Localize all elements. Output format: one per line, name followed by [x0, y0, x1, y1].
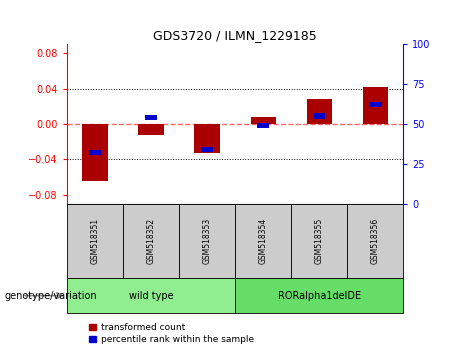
Text: RORalpha1delDE: RORalpha1delDE — [278, 291, 361, 301]
Text: GSM518356: GSM518356 — [371, 218, 380, 264]
Text: GSM518354: GSM518354 — [259, 218, 268, 264]
Bar — [67, 278, 235, 313]
Bar — [235, 204, 291, 278]
Bar — [363, 87, 388, 124]
Bar — [201, 147, 213, 152]
Text: GSM518352: GSM518352 — [147, 218, 155, 264]
Bar — [145, 115, 157, 120]
Legend: transformed count, percentile rank within the sample: transformed count, percentile rank withi… — [85, 320, 257, 348]
Text: wild type: wild type — [129, 291, 173, 301]
Bar — [369, 102, 382, 108]
Bar — [89, 150, 101, 155]
Text: genotype/variation: genotype/variation — [5, 291, 97, 301]
Bar — [250, 117, 276, 124]
Bar — [138, 124, 164, 135]
Bar — [307, 99, 332, 124]
Title: GDS3720 / ILMN_1229185: GDS3720 / ILMN_1229185 — [153, 29, 317, 42]
Bar — [67, 204, 123, 278]
Bar — [257, 123, 269, 128]
Bar — [179, 204, 235, 278]
Text: GSM518353: GSM518353 — [202, 218, 212, 264]
Bar — [291, 204, 347, 278]
Bar — [195, 124, 220, 153]
Text: GSM518351: GSM518351 — [90, 218, 100, 264]
Text: GSM518355: GSM518355 — [315, 218, 324, 264]
Bar — [82, 124, 107, 182]
Bar — [313, 113, 325, 119]
Bar — [123, 204, 179, 278]
Bar — [235, 278, 403, 313]
Bar — [347, 204, 403, 278]
